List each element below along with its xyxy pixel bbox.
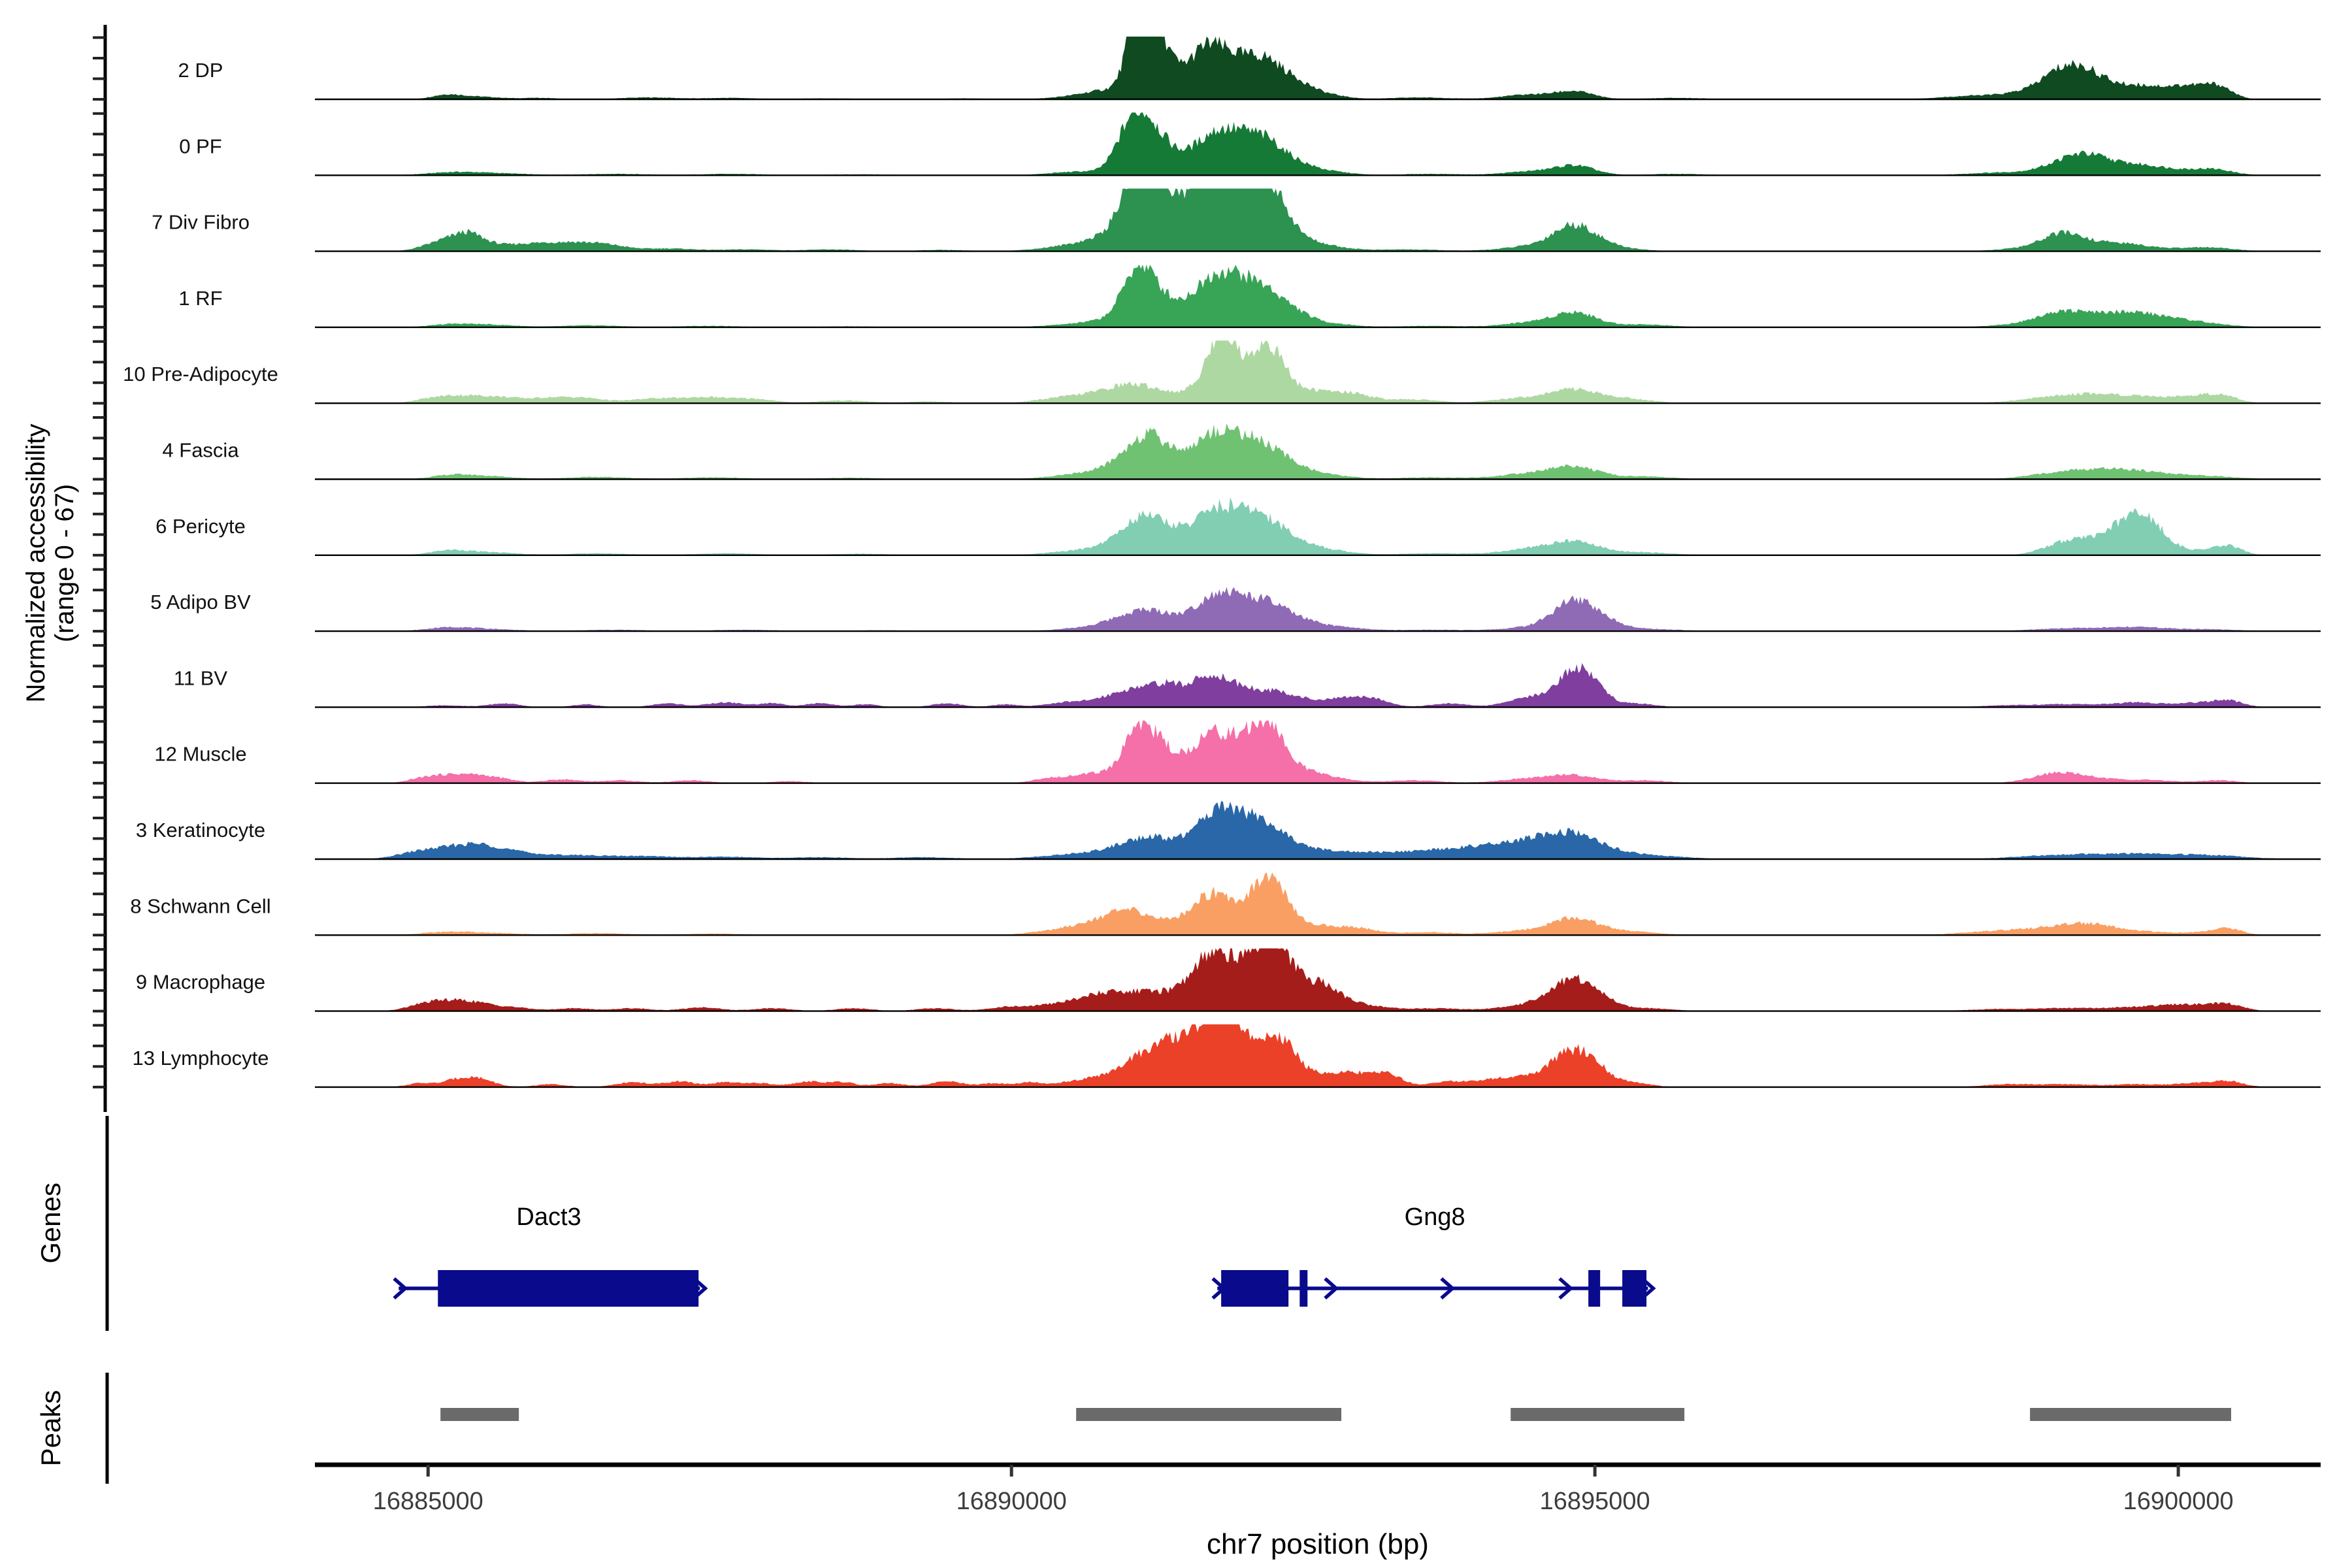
y-axis-title: Normalized accessibility (range 0 - 67)	[22, 424, 79, 703]
genes-section-label: Genes	[35, 1183, 66, 1264]
y-axis-title-line1: Normalized accessibility	[22, 424, 50, 703]
peak-bar	[1511, 1408, 1685, 1421]
x-axis-tick-label: 16895000	[1540, 1488, 1650, 1515]
peak-bar	[440, 1408, 519, 1421]
gene-exon	[1588, 1270, 1601, 1307]
peaks-section: Peaks	[35, 1373, 2232, 1484]
gene-exon	[1299, 1270, 1308, 1307]
track-1-rf: 1 RF	[178, 264, 2321, 329]
track-signal-area	[315, 112, 2321, 176]
x-axis-tick-label: 16890000	[956, 1488, 1067, 1515]
track-signal-area	[315, 662, 2321, 708]
peaks-section-label: Peaks	[35, 1390, 66, 1467]
track-signal-area	[315, 340, 2321, 404]
strand-arrow-icon	[393, 1277, 408, 1300]
track-13-lymphocyte: 13 Lymphocyte	[132, 1024, 2321, 1088]
track-signal-area	[315, 948, 2321, 1011]
track-label: 1 RF	[178, 287, 222, 310]
track-10-pre-adipocyte: 10 Pre-Adipocyte	[123, 340, 2321, 404]
track-label: 8 Schwann Cell	[130, 894, 270, 917]
strand-arrow-icon	[1558, 1277, 1574, 1300]
track-label: 9 Macrophage	[136, 971, 265, 994]
track-8-schwann-cell: 8 Schwann Cell	[130, 872, 2321, 936]
strand-arrow-icon	[1440, 1277, 1456, 1300]
track-signal-area	[315, 720, 2321, 783]
track-label: 11 BV	[174, 666, 227, 689]
strand-arrow-icon	[693, 1277, 708, 1300]
track-signal-area	[315, 801, 2321, 859]
track-label: 2 DP	[178, 59, 223, 82]
track-label: 13 Lymphocyte	[132, 1047, 269, 1070]
x-axis: 16885000 16890000 16895000 16900000 chr7 pos…	[315, 1462, 2321, 1560]
strand-arrow-icon	[1324, 1277, 1339, 1300]
track-2-dp: 2 DP	[178, 37, 2321, 101]
track-signal-area	[315, 423, 2321, 480]
track-5-adipo-bv: 5 Adipo BV	[150, 587, 2321, 632]
track-12-muscle: 12 Muscle	[154, 720, 2321, 784]
track-label: 4 Fascia	[162, 439, 239, 462]
gene-exon	[438, 1270, 699, 1307]
x-axis-tick-label: 16900000	[2123, 1488, 2234, 1515]
x-axis-tick-label: 16885000	[373, 1488, 483, 1515]
track-signal-area	[315, 872, 2321, 936]
track-label: 7 Div Fibro	[152, 211, 250, 234]
track-label: 12 Muscle	[154, 743, 246, 766]
y-axis-title-line2: (range 0 - 67)	[50, 484, 79, 642]
track-9-macrophage: 9 Macrophage	[136, 948, 2321, 1012]
genes-section: Genes Dact3 Gng8	[35, 1116, 1656, 1331]
track-0-pf: 0 PF	[179, 112, 2321, 176]
track-6-pericyte: 6 Pericyte	[155, 497, 2321, 556]
track-4-fascia: 4 Fascia	[162, 423, 2321, 480]
track-7-div-fibro: 7 Div Fibro	[152, 188, 2321, 252]
x-axis-title: chr7 position (bp)	[1207, 1528, 1429, 1560]
y-axis	[93, 25, 107, 1112]
track-label: 6 Pericyte	[155, 515, 246, 538]
track-label: 10 Pre-Adipocyte	[123, 363, 278, 385]
gene-model-gng8: Gng8	[1211, 1203, 1656, 1307]
track-3-keratinocyte: 3 Keratinocyte	[136, 801, 2321, 860]
strand-arrow-icon	[1641, 1277, 1656, 1300]
track-signal-area	[315, 587, 2321, 632]
peak-bar	[1076, 1408, 1342, 1421]
track-signal-area	[315, 264, 2321, 327]
gene-label: Dact3	[516, 1203, 581, 1231]
track-signal-area	[315, 188, 2321, 252]
track-signal-area	[315, 497, 2321, 555]
gene-exon	[1622, 1270, 1647, 1307]
track-signal-area	[315, 1024, 2321, 1087]
peak-bar	[2030, 1408, 2232, 1421]
gene-label: Gng8	[1405, 1203, 1465, 1231]
track-signal-area	[315, 37, 2321, 99]
gene-exon	[1221, 1270, 1289, 1307]
gene-model-dact3: Dact3	[393, 1203, 708, 1307]
track-label: 5 Adipo BV	[150, 591, 251, 613]
track-label: 3 Keratinocyte	[136, 819, 265, 841]
track-11-bv: 11 BV	[174, 662, 2321, 708]
track-label: 0 PF	[179, 135, 221, 157]
